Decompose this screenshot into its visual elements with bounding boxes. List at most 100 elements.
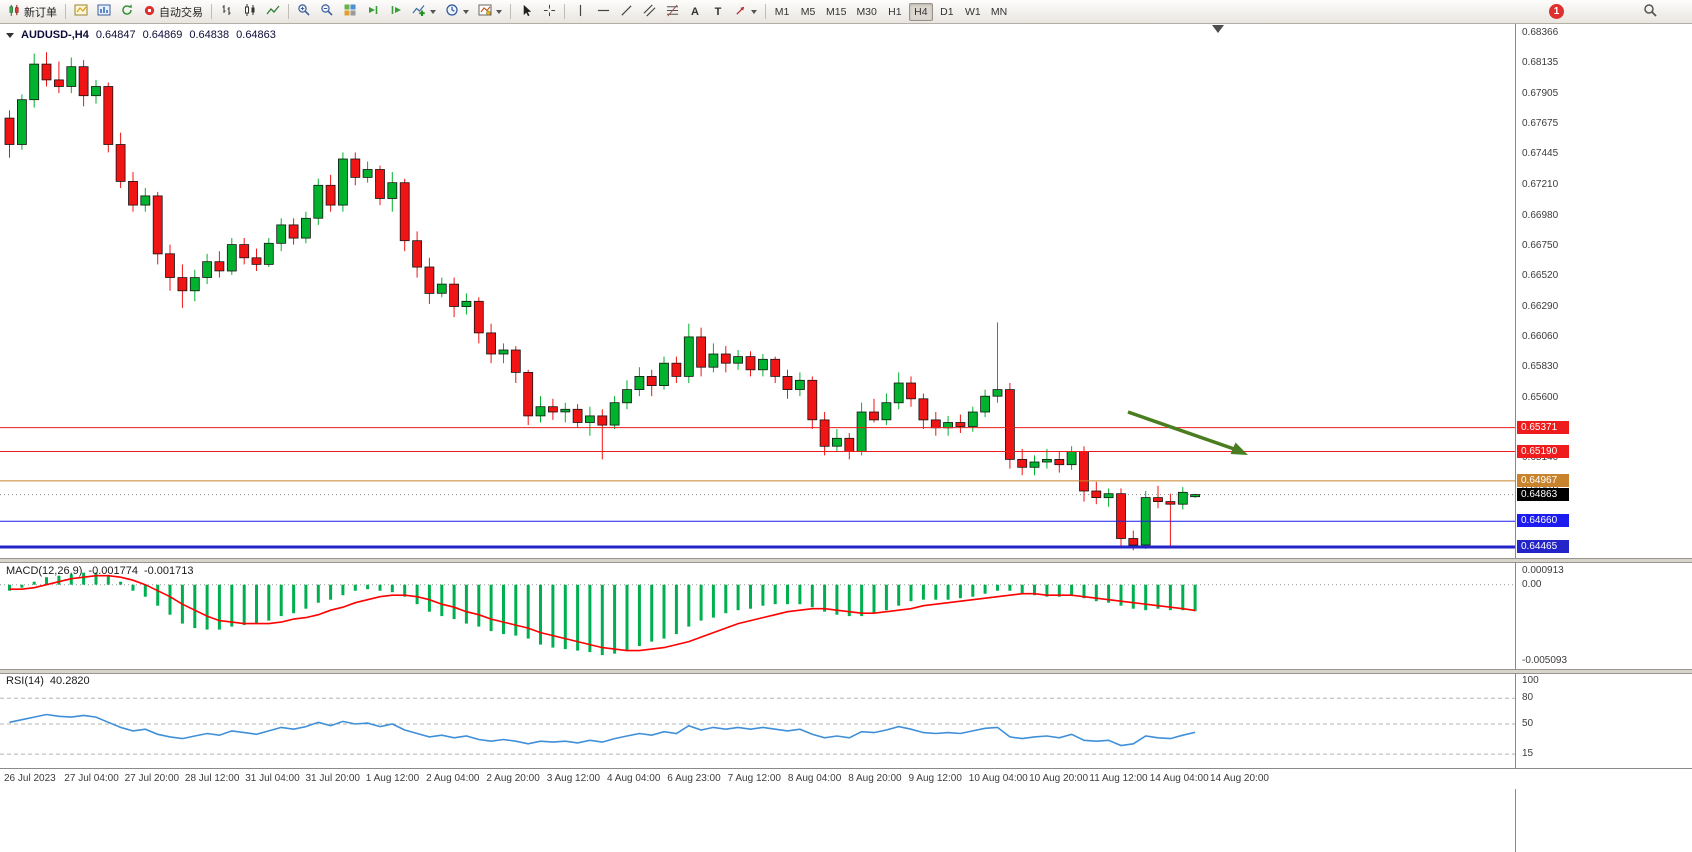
tile-windows-icon [343,3,357,20]
panel-splitter[interactable] [0,669,1692,674]
price-tick-label: 0.67675 [1522,118,1559,130]
time-axis-label: 1 Aug 12:00 [365,773,420,784]
time-axis[interactable]: 26 Jul 2023 27 Jul 04:00 27 Jul 20:00 28 Ju… [0,768,1692,789]
zoom-in-button[interactable] [293,2,315,22]
chevron-down-icon [751,9,757,14]
price-tick-label: 0.66980 [1522,209,1559,221]
time-axis-label: 10 Aug 04:00 [968,773,1028,784]
auto-trading-button[interactable]: 自动交易 [139,2,207,22]
candlestick-chart[interactable] [0,24,1515,558]
price-tick-label: 0.65830 [1522,361,1559,373]
time-axis-label: 31 Jul 20:00 [305,773,361,784]
macd-histogram [8,572,1197,656]
high-value: 0.64869 [142,29,183,41]
open-chart-button[interactable] [70,2,92,22]
templates-button[interactable] [474,2,506,22]
time-axis-label: 28 Jul 12:00 [184,773,240,784]
symbol-label: AUDUSD-,H4 [21,29,89,41]
auto-scroll-button[interactable] [362,2,384,22]
periods-button[interactable] [441,2,473,22]
indicators-button[interactable] [408,2,440,22]
toolbar-separator [211,4,212,19]
price-axis[interactable]: 0.68366 0.68135 0.67905 0.67675 0.67445 0.672… [1515,24,1692,852]
timeframe-button-mn[interactable]: MN [987,3,1011,21]
time-axis-label: 8 Aug 20:00 [848,773,902,784]
open-value: 0.64847 [95,29,136,41]
chart-title-bar: AUDUSD-,H4 0.64847 0.64869 0.64838 0.648… [6,29,276,41]
time-axis-label: 6 Aug 23:00 [667,773,721,784]
toolbar-separator [765,4,766,19]
timeframe-button-h1[interactable]: H1 [883,3,907,21]
profiles-button[interactable] [93,2,115,22]
macd-chart[interactable] [0,563,1515,669]
bar-chart-icon [220,3,234,20]
tile-windows-button[interactable] [339,2,361,22]
new-order-button[interactable]: 新订单 [4,2,61,22]
chart-dropdown-icon[interactable] [6,32,14,38]
macd-name: MACD(12,26,9) [6,565,83,577]
cursor-icon [520,4,533,20]
panel-splitter[interactable] [0,558,1692,563]
line-chart-icon [266,3,280,20]
trendline-icon [620,4,633,20]
search-button[interactable] [1639,2,1662,22]
level-price-label: 0.64660 [1517,514,1569,528]
price-tick-label: 0.68135 [1522,57,1559,69]
refresh-button[interactable] [116,2,138,22]
arrows-dropdown-button[interactable] [730,2,761,22]
price-tick-label: 0.65140 [1522,452,1559,464]
timeframe-toolbar: M1 M5 M15 M30 H1 H4 D1 W1 MN [770,2,1011,21]
fibonacci-button[interactable] [661,2,683,22]
toolbar-separator [564,4,565,19]
chevron-down-icon [430,9,436,14]
time-axis-label: 4 Aug 04:00 [607,773,661,784]
notification-badge[interactable]: 1 [1549,4,1564,19]
auto-trading-icon [143,4,156,20]
line-chart-button[interactable] [262,2,284,22]
zoom-out-button[interactable] [316,2,338,22]
timeframe-button-d1[interactable]: D1 [935,3,959,21]
timeframe-button-h4[interactable]: H4 [908,2,933,21]
open-chart-icon [74,3,88,20]
current-price-label: 0.64863 [1517,487,1569,501]
level-price-label: 0.64465 [1517,540,1569,553]
rsi-title-bar: RSI(14) 40.2820 [6,675,90,687]
price-tick-label: 0.67445 [1522,148,1559,160]
time-axis-label: 8 Aug 04:00 [787,773,842,784]
time-axis-label: 26 Jul 2023 [4,773,56,784]
timeframe-button-m15[interactable]: M15 [822,3,850,21]
horizontal-line-button[interactable] [592,2,614,22]
price-tick-label: 0.66060 [1522,330,1559,342]
timeframe-button-m5[interactable]: M5 [796,3,820,21]
price-tick-label: 0.67905 [1522,87,1559,99]
candlestick-chart-button[interactable] [239,2,261,22]
candlestick-chart-icon [243,3,257,20]
chart-shift-button[interactable] [385,2,407,22]
channel-button[interactable] [638,2,660,22]
new-order-icon [8,4,21,20]
crosshair-icon [543,4,556,20]
time-axis-label: 14 Aug 04:00 [1149,773,1209,784]
rsi-axis-label: 100 [1522,675,1539,686]
rsi-chart[interactable] [0,674,1515,768]
indicators-icon [412,3,426,20]
cursor-button[interactable] [515,2,537,22]
chevron-down-icon [496,9,502,14]
timeframe-button-w1[interactable]: W1 [961,3,985,21]
label-button[interactable]: T [707,2,729,22]
bar-chart-button[interactable] [216,2,238,22]
price-tick-label: 0.67210 [1522,179,1559,191]
trendline-button[interactable] [615,2,637,22]
candles-layer [4,52,1200,551]
time-axis-label: 14 Aug 20:00 [1210,773,1269,784]
toolbar-separator [510,4,511,19]
text-button[interactable]: A [684,2,706,22]
timeframe-button-m30[interactable]: M30 [852,3,880,21]
low-value: 0.64838 [189,29,230,41]
rsi-axis-label: 15 [1522,748,1534,760]
chevron-down-icon [463,9,469,14]
vertical-line-button[interactable] [569,2,591,22]
crosshair-button[interactable] [538,2,560,22]
timeframe-button-m1[interactable]: M1 [770,3,794,21]
new-order-label: 新订单 [24,6,57,19]
